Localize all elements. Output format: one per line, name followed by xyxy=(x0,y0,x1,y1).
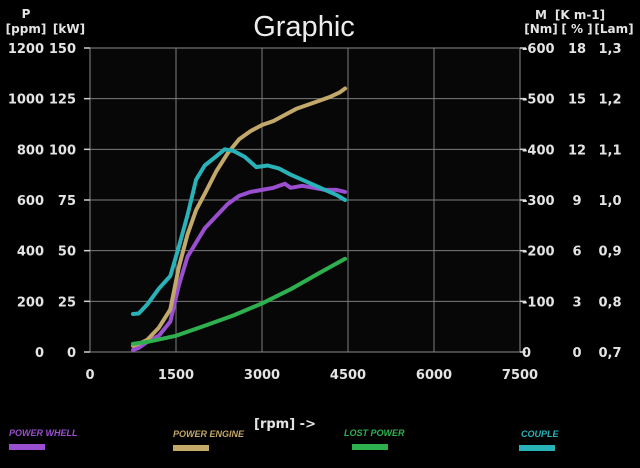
tick-label-ppm: 1000 xyxy=(8,93,44,108)
tick-label-ppm: 600 xyxy=(17,194,44,209)
x-axis-label: [rpm] -> xyxy=(254,417,316,432)
axis-unit-kw: [kW] xyxy=(53,22,85,36)
legend-label: COUPLE xyxy=(521,429,560,439)
grid xyxy=(84,47,526,353)
tick-label-nm: -600 xyxy=(522,42,555,57)
tick-label-kw: 25 xyxy=(58,295,76,310)
tick-label-nm: -100 xyxy=(522,295,555,310)
tick-label-nm: -500 xyxy=(522,93,555,108)
tick-label-kw: 75 xyxy=(58,194,76,209)
legend-label: LOST POWER xyxy=(344,428,405,438)
tick-label-lam: 1,2 xyxy=(598,93,621,108)
tick-labels: Graphic P[ppm] [kW] M [K m-1][Nm][ % ] [Lam] 1… xyxy=(6,7,634,432)
chart-title: Graphic xyxy=(253,11,355,43)
legend-label: POWER WHELL xyxy=(9,428,78,438)
axis-unit-lam: [Lam] xyxy=(594,22,633,36)
series-line xyxy=(131,181,348,352)
legend-swatch xyxy=(173,445,209,451)
tick-label-lam: 0,8 xyxy=(598,295,621,310)
tick-label-ppm: 800 xyxy=(17,143,44,158)
legend-swatch xyxy=(9,444,45,450)
series-lines xyxy=(131,86,348,352)
tick-label-nm: -300 xyxy=(522,194,555,209)
axis-name-power: P xyxy=(22,7,31,21)
legend-swatch xyxy=(519,445,555,451)
tick-label-ppm: 0 xyxy=(35,346,44,361)
tick-label-lam: 0,9 xyxy=(598,245,621,260)
tick-label-kw: 100 xyxy=(49,143,76,158)
tick-label-percent: 18 xyxy=(568,42,586,57)
tick-label-lam: 1,1 xyxy=(598,143,621,158)
tick-label-nm: -400 xyxy=(522,143,555,158)
tick-label-x: 0 xyxy=(85,368,94,383)
axis-name-km: [K m-1] xyxy=(555,8,605,22)
tick-label-percent: 6 xyxy=(572,245,581,260)
axis-unit-percent: [ % ] xyxy=(561,22,592,36)
tick-label-x: 7500 xyxy=(502,368,538,383)
tick-label-ppm: 400 xyxy=(17,245,44,260)
axis-name-torque: M xyxy=(535,8,547,22)
tick-label-nm: 0 xyxy=(522,346,531,361)
tick-label-ppm: 1200 xyxy=(8,42,44,57)
tick-label-percent: 9 xyxy=(572,194,581,209)
legend: POWER WHELL POWER ENGINE LOST POWER COUPLE xyxy=(9,428,560,451)
tick-label-nm: -200 xyxy=(522,245,555,260)
tick-label-percent: 3 xyxy=(572,295,581,310)
tick-label-lam: 1,3 xyxy=(598,42,621,57)
series-line xyxy=(131,147,348,316)
tick-label-percent: 12 xyxy=(568,143,586,158)
series-line xyxy=(131,86,348,348)
tick-label-kw: 150 xyxy=(49,42,76,57)
legend-swatch xyxy=(352,444,388,450)
tick-label-ppm: 200 xyxy=(17,295,44,310)
tick-label-percent: 15 xyxy=(568,93,586,108)
tick-label-kw: 50 xyxy=(58,245,76,260)
tick-label-kw: 0 xyxy=(67,346,76,361)
axis-unit-ppm: [ppm] xyxy=(6,22,47,36)
axis-unit-nm: [Nm] xyxy=(524,22,558,36)
tick-label-percent: 0 xyxy=(572,346,581,361)
tick-label-lam: 0,7 xyxy=(598,346,621,361)
tick-label-x: 6000 xyxy=(416,368,452,383)
tick-label-kw: 125 xyxy=(49,93,76,108)
tick-label-x: 1500 xyxy=(158,368,194,383)
series-line xyxy=(131,256,348,346)
tick-label-x: 4500 xyxy=(330,368,366,383)
legend-label: POWER ENGINE xyxy=(173,429,245,439)
tick-label-x: 3000 xyxy=(244,368,280,383)
tick-label-lam: 1,0 xyxy=(598,194,621,209)
